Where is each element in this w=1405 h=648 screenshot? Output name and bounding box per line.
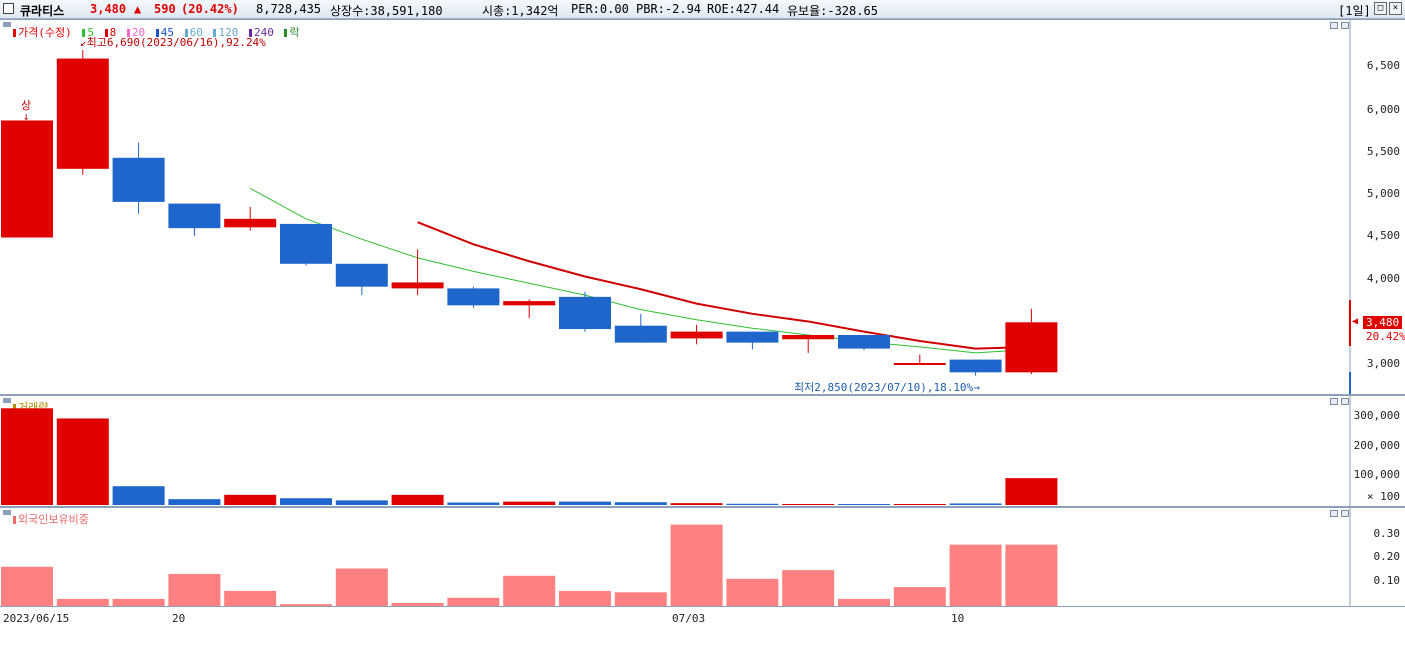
date-axis-tick: 20 (172, 612, 186, 625)
date-axis-tick: 2023/06/15 (3, 612, 70, 625)
panel-handle-icon[interactable] (3, 22, 11, 27)
legend-ma240[interactable]: 240 (253, 26, 274, 39)
high-price-annotation: ↙최고6,690(2023/06/16),92.24% (80, 36, 266, 49)
trade-volume: 8,728,435 (256, 2, 322, 16)
up-arrow-icon: ▲ (134, 2, 142, 16)
market-cap: 시총:1,342억 (482, 4, 559, 18)
legend-ma8-swatch (104, 29, 108, 37)
foreign-axis-tick: 0.20 (1373, 550, 1401, 563)
pbr-value: PBR:-2.94 (636, 2, 702, 16)
legend-ma20[interactable]: 20 (131, 26, 146, 39)
price-legend: 가격(수정) 5 8 20 45 60 120 240 락 (13, 24, 300, 40)
high-annotation-text: 최고6,690(2023/06/16),92.24% (86, 36, 266, 49)
date-axis-tick: 10 (951, 612, 965, 625)
price-axis-tick: 4,500 (1366, 229, 1400, 242)
panel-maximize-icon[interactable] (1341, 398, 1349, 405)
legend-price-swatch (13, 29, 16, 37)
close-window-icon[interactable]: × (1389, 2, 1402, 15)
date-axis-tick: 07/03 (672, 612, 706, 625)
legend-foreign-swatch (13, 516, 16, 524)
current-price-arrow-icon: ◀ (1352, 316, 1359, 327)
foreign-ownership-panel: 외국인보유비중 (0, 507, 1405, 607)
price-panel: 가격(수정) 5 8 20 45 60 120 240 락 (0, 19, 1405, 395)
price-axis-tick: 3,000 (1366, 357, 1400, 370)
legend-ex-rights-swatch (284, 29, 288, 37)
low-annotation-text: 최저2,850(2023/07/10),18.10% (794, 381, 974, 394)
legend-volume-swatch (13, 404, 16, 412)
limit-up-label: 상 (21, 99, 32, 112)
legend-ma120-swatch (213, 29, 217, 37)
volume-legend: 거래량 (13, 399, 48, 415)
legend-ma8[interactable]: 8 (109, 26, 117, 39)
foreign-legend: 외국인보유비중 (13, 511, 89, 527)
panel-handle-icon[interactable] (3, 510, 11, 515)
legend-ma45-swatch (155, 29, 159, 37)
foreign-axis-tick: 0.30 (1373, 527, 1401, 540)
price-axis-tick: 6,000 (1366, 103, 1400, 116)
panel-maximize-icon[interactable] (1341, 22, 1349, 29)
volume-panel: 거래량 (0, 395, 1405, 507)
legend-foreign-label[interactable]: 외국인보유비중 (18, 513, 89, 526)
retention-ratio: 유보율:-328.65 (787, 4, 878, 18)
legend-ma120[interactable]: 120 (218, 26, 239, 39)
foreign-axis-tick: 0.10 (1373, 574, 1401, 587)
restore-window-icon[interactable]: □ (1374, 2, 1387, 15)
volume-axis-tick: 200,000 (1353, 439, 1400, 452)
stock-name[interactable]: 큐라티스 (20, 4, 65, 18)
legend-ma60-swatch (184, 29, 188, 37)
period-selector[interactable]: [1일] (1338, 4, 1371, 18)
price-axis-tick: 6,500 (1366, 59, 1400, 72)
legend-ma5[interactable]: 5 (87, 26, 94, 39)
per-value: PER:0.00 (571, 2, 629, 16)
panel-minimize-icon[interactable] (1330, 22, 1338, 29)
price-axis-tick: 4,000 (1366, 272, 1400, 285)
panel-handle-icon[interactable] (3, 398, 11, 403)
panel-minimize-icon[interactable] (1330, 510, 1338, 517)
legend-ma240-swatch (248, 29, 252, 37)
legend-ma5-swatch (82, 29, 86, 37)
price-axis-tick: 5,000 (1366, 187, 1400, 200)
price-change: 590 (154, 2, 176, 16)
select-checkbox[interactable] (3, 3, 14, 14)
legend-ma60[interactable]: 60 (189, 26, 203, 39)
panel-maximize-icon[interactable] (1341, 510, 1349, 517)
current-price-tag: 3,480 (1363, 316, 1403, 329)
legend-price-label[interactable]: 가격(수정) (18, 26, 72, 39)
legend-ex-rights[interactable]: 락 (289, 26, 300, 39)
volume-axis-tick: 300,000 (1353, 409, 1400, 422)
roe-value: ROE:427.44 (707, 2, 780, 16)
legend-ma45[interactable]: 45 (160, 26, 174, 39)
limit-up-marker: 상 ↓ (21, 99, 32, 123)
legend-ma20-swatch (126, 29, 130, 37)
volume-unit-label: × 100 (1366, 490, 1400, 503)
price-axis-tick: 5,500 (1366, 145, 1400, 158)
current-pct-tag: 20.42% (1366, 330, 1405, 343)
price-change-pct: (20.42%) (181, 2, 239, 16)
legend-volume-label[interactable]: 거래량 (18, 401, 49, 414)
listed-shares: 상장수:38,591,180 (330, 4, 443, 18)
current-price: 3,480 (90, 2, 127, 16)
panel-minimize-icon[interactable] (1330, 398, 1338, 405)
low-price-annotation: 최저2,850(2023/07/10),18.10%→ (794, 381, 980, 394)
stock-info-bar: 큐라티스 3,480 ▲ 590 (20.42%) 8,728,435 상장수:… (0, 0, 1405, 19)
volume-axis-tick: 100,000 (1353, 468, 1400, 481)
